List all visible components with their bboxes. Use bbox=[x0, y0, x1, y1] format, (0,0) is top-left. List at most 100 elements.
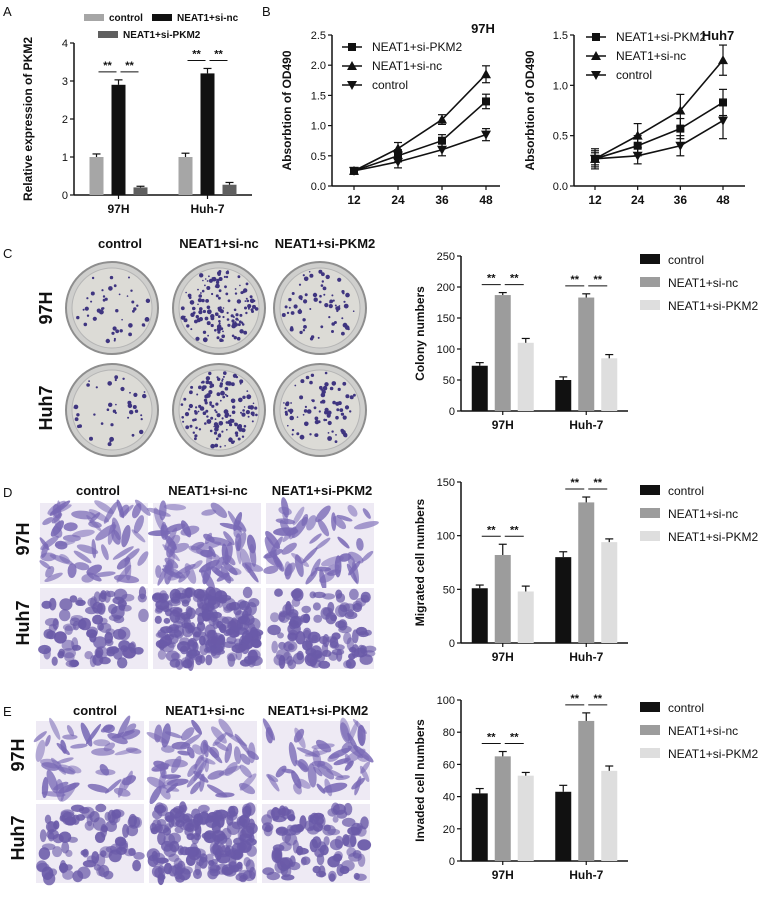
colony-dot bbox=[215, 411, 218, 414]
colony-dot bbox=[224, 285, 227, 289]
stained-cell bbox=[94, 500, 114, 514]
stained-cell bbox=[238, 840, 252, 853]
colony-dot bbox=[326, 413, 331, 418]
bar-neat1-si-pkm2-97h bbox=[517, 775, 534, 861]
stained-cell bbox=[146, 731, 169, 744]
colony-dot bbox=[86, 297, 89, 300]
stained-cell bbox=[44, 572, 63, 583]
stained-cell bbox=[56, 757, 74, 764]
stained-cell bbox=[277, 632, 284, 639]
stained-cell bbox=[210, 726, 227, 744]
stained-cell bbox=[293, 728, 305, 743]
stained-cell bbox=[302, 640, 313, 651]
x-tick-label: Huh-7 bbox=[191, 202, 225, 216]
colony-dot bbox=[237, 437, 241, 441]
colony-dot bbox=[239, 382, 242, 385]
colony-dot bbox=[88, 380, 90, 382]
stained-cell bbox=[117, 626, 131, 641]
colony-dot bbox=[343, 303, 349, 309]
legend-swatch bbox=[640, 300, 660, 310]
stained-cell bbox=[329, 839, 343, 851]
stained-cell bbox=[287, 814, 295, 821]
colony-dot bbox=[222, 307, 225, 309]
y-tick-label: 4 bbox=[62, 38, 68, 50]
colony-dot bbox=[206, 415, 209, 418]
colony-dot bbox=[284, 305, 288, 309]
colony-dot bbox=[313, 406, 317, 410]
stained-cell bbox=[336, 649, 343, 662]
stained-cell bbox=[169, 534, 181, 547]
colony-dot bbox=[296, 432, 300, 436]
y-axis-label: Absorbtion of OD490 bbox=[523, 50, 537, 170]
stained-cell bbox=[357, 644, 366, 658]
stained-cell bbox=[87, 783, 110, 793]
colony-dot bbox=[206, 280, 209, 282]
stained-cell bbox=[198, 804, 210, 813]
colony-dot bbox=[226, 311, 229, 314]
colony-dot bbox=[201, 388, 205, 391]
panel-label-b: B bbox=[262, 4, 271, 19]
stained-cell bbox=[296, 845, 304, 856]
significance-label: ** bbox=[570, 693, 579, 705]
stained-cell bbox=[41, 600, 52, 609]
stained-cell bbox=[200, 739, 209, 755]
colony-dot bbox=[200, 292, 202, 294]
colony-dot bbox=[95, 386, 98, 389]
colony-dot bbox=[254, 307, 259, 311]
stained-cell bbox=[250, 639, 262, 648]
colony-dot bbox=[128, 323, 133, 328]
stained-cell bbox=[103, 742, 115, 752]
stained-cell bbox=[93, 739, 111, 747]
colony-dot bbox=[77, 424, 81, 429]
stained-cell bbox=[335, 775, 350, 781]
colony-dot bbox=[90, 300, 93, 303]
stained-cell bbox=[89, 655, 97, 668]
stained-cell bbox=[147, 530, 171, 537]
y-tick-label: 0 bbox=[449, 856, 455, 868]
colony-dot bbox=[234, 288, 237, 290]
stained-cell bbox=[331, 512, 337, 531]
colony-dot bbox=[248, 305, 251, 308]
stained-cell bbox=[198, 559, 220, 573]
colony-dot bbox=[345, 394, 350, 399]
stained-cell bbox=[288, 742, 298, 767]
stained-cell bbox=[328, 747, 351, 759]
legend-label: NEAT1+si-PKM2 bbox=[668, 747, 758, 761]
colony-dot bbox=[208, 390, 213, 395]
stained-cell bbox=[323, 824, 332, 832]
stained-cell bbox=[191, 719, 203, 735]
stained-cell bbox=[70, 743, 88, 749]
stained-cell bbox=[174, 587, 187, 599]
stained-cell bbox=[295, 823, 304, 832]
legend-swatch bbox=[98, 31, 118, 38]
colony-dot bbox=[128, 332, 133, 337]
line-chart-b2: 0.0 0.5 1.0 1.5 12 24 36 48 Huh7 Absorbtion of OD… bbox=[523, 28, 745, 207]
colony-dot bbox=[197, 303, 199, 306]
stained-cell bbox=[336, 809, 348, 819]
colony-dot bbox=[290, 402, 292, 404]
colony-dot bbox=[225, 275, 229, 279]
colony-dot bbox=[102, 298, 106, 302]
colony-dot bbox=[252, 304, 256, 309]
bar-neat1-si-pkm2-huh-7 bbox=[601, 358, 618, 411]
colony-dot bbox=[300, 379, 305, 384]
stained-cell bbox=[311, 743, 335, 750]
colony-dot bbox=[287, 409, 290, 412]
colony-dot bbox=[343, 300, 346, 303]
stained-cell bbox=[202, 566, 212, 585]
stained-cell bbox=[61, 841, 70, 854]
migration-97h-neat1-si-nc bbox=[146, 500, 264, 590]
colony-dot bbox=[302, 274, 305, 277]
stained-cell bbox=[332, 516, 347, 530]
stained-cell bbox=[113, 615, 125, 624]
marker-triangle bbox=[718, 55, 728, 65]
stained-cell bbox=[152, 593, 163, 600]
colony-dot bbox=[217, 377, 221, 381]
stained-cell bbox=[166, 778, 189, 787]
stained-cell bbox=[138, 608, 149, 623]
y-tick-label: 1 bbox=[62, 152, 68, 164]
colony-dot bbox=[300, 298, 303, 301]
x-tick-label: Huh-7 bbox=[569, 418, 603, 432]
colony-dot bbox=[106, 408, 110, 412]
stained-cell bbox=[233, 849, 243, 859]
